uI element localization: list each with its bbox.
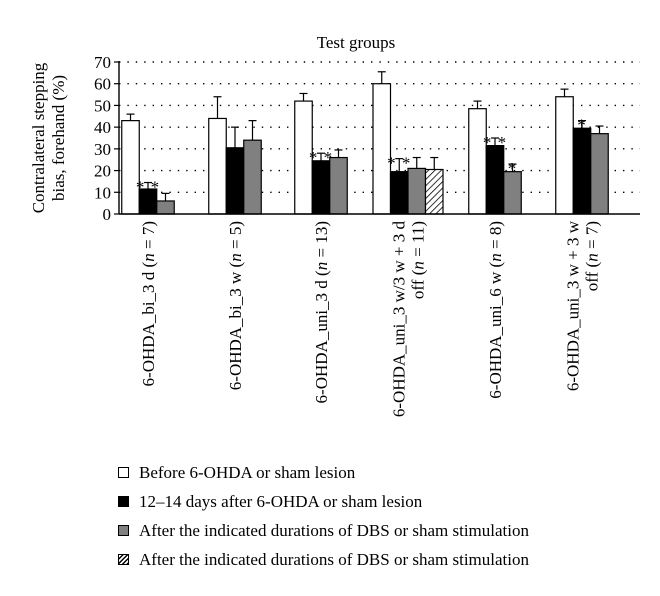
x-category-label: 6-OHDA_uni_3 d (n = 13) (312, 221, 331, 403)
bar (372, 83, 392, 215)
legend-swatch-gray (118, 525, 129, 536)
legend-item-after-dbs-hatched: After the indicated durations of DBS or … (118, 545, 658, 574)
bar (121, 120, 140, 215)
x-category-label: 6-OHDA_uni_6 w (n = 8) (486, 221, 505, 399)
chart-title: Test groups (317, 33, 396, 52)
significance-marker: * * (309, 148, 333, 167)
bars: * ** * * ** *** (121, 71, 609, 215)
bar (389, 171, 409, 215)
x-category-label: 6-OHDA_bi_3 d (n = 7) (139, 221, 158, 386)
significance-marker: * (577, 116, 587, 135)
y-axis-ticks: 0 10 20 30 40 50 60 70 (94, 53, 119, 224)
legend-swatch-hatched (118, 554, 129, 565)
axes (118, 61, 640, 215)
legend: Before 6-OHDA or sham lesion 12–14 days … (118, 458, 658, 574)
x-category-label: 6-OHDA_uni_3 w/3 w + 3 d (390, 221, 409, 418)
bar (555, 96, 574, 215)
bar (407, 167, 427, 215)
legend-label: After the indicated durations of DBS or … (139, 549, 529, 569)
y-tick-label: 60 (94, 75, 111, 94)
bar (572, 127, 592, 215)
bar (424, 168, 444, 215)
bar (243, 139, 262, 215)
y-axis-label: Contralateral stepping bias, forehand (%) (29, 62, 68, 213)
y-tick-label: 70 (94, 53, 111, 72)
bar (590, 133, 609, 215)
y-axis-label-line: bias, forehand (%) (49, 75, 68, 201)
y-tick-label: 40 (94, 118, 111, 137)
significance-marker: * * (387, 154, 411, 173)
y-tick-label: 20 (94, 162, 111, 181)
bar (329, 156, 348, 215)
legend-item-after-dbs: After the indicated durations of DBS or … (118, 516, 658, 545)
x-category-label: 6-OHDA_bi_3 w (n = 5) (226, 221, 245, 390)
y-tick-label: 0 (103, 205, 112, 224)
legend-item-before: Before 6-OHDA or sham lesion (118, 458, 658, 487)
significance-marker: * * (483, 133, 507, 152)
legend-swatch-black (118, 496, 129, 507)
x-category-label: off (n = 7) (583, 221, 602, 291)
x-axis-category-labels: 6-OHDA_bi_3 d (n = 7) 6-OHDA_bi_3 w (n = … (139, 220, 602, 417)
legend-label: Before 6-OHDA or sham lesion (139, 462, 356, 482)
y-tick-label: 30 (94, 140, 111, 159)
significance-marker: * * (136, 178, 160, 197)
bar (208, 117, 227, 215)
bar (311, 160, 331, 215)
y-tick-label: 10 (94, 183, 111, 202)
y-tick-label: 50 (94, 96, 111, 115)
bar (225, 147, 245, 215)
legend-label: 12–14 days after 6-OHDA or sham lesion (139, 491, 423, 511)
bar (468, 108, 487, 215)
bar (156, 200, 175, 215)
bar (485, 145, 505, 215)
legend-label: After the indicated durations of DBS or … (139, 520, 529, 540)
significance-marker: * (508, 159, 518, 178)
legend-swatch-white (118, 467, 129, 478)
y-axis-label-line: Contralateral stepping (29, 62, 48, 213)
legend-item-after-lesion: 12–14 days after 6-OHDA or sham lesion (118, 487, 658, 516)
x-category-label: off (n = 11) (409, 221, 428, 299)
x-category-label: 6-OHDA_uni_3 w + 3 w (564, 220, 583, 391)
